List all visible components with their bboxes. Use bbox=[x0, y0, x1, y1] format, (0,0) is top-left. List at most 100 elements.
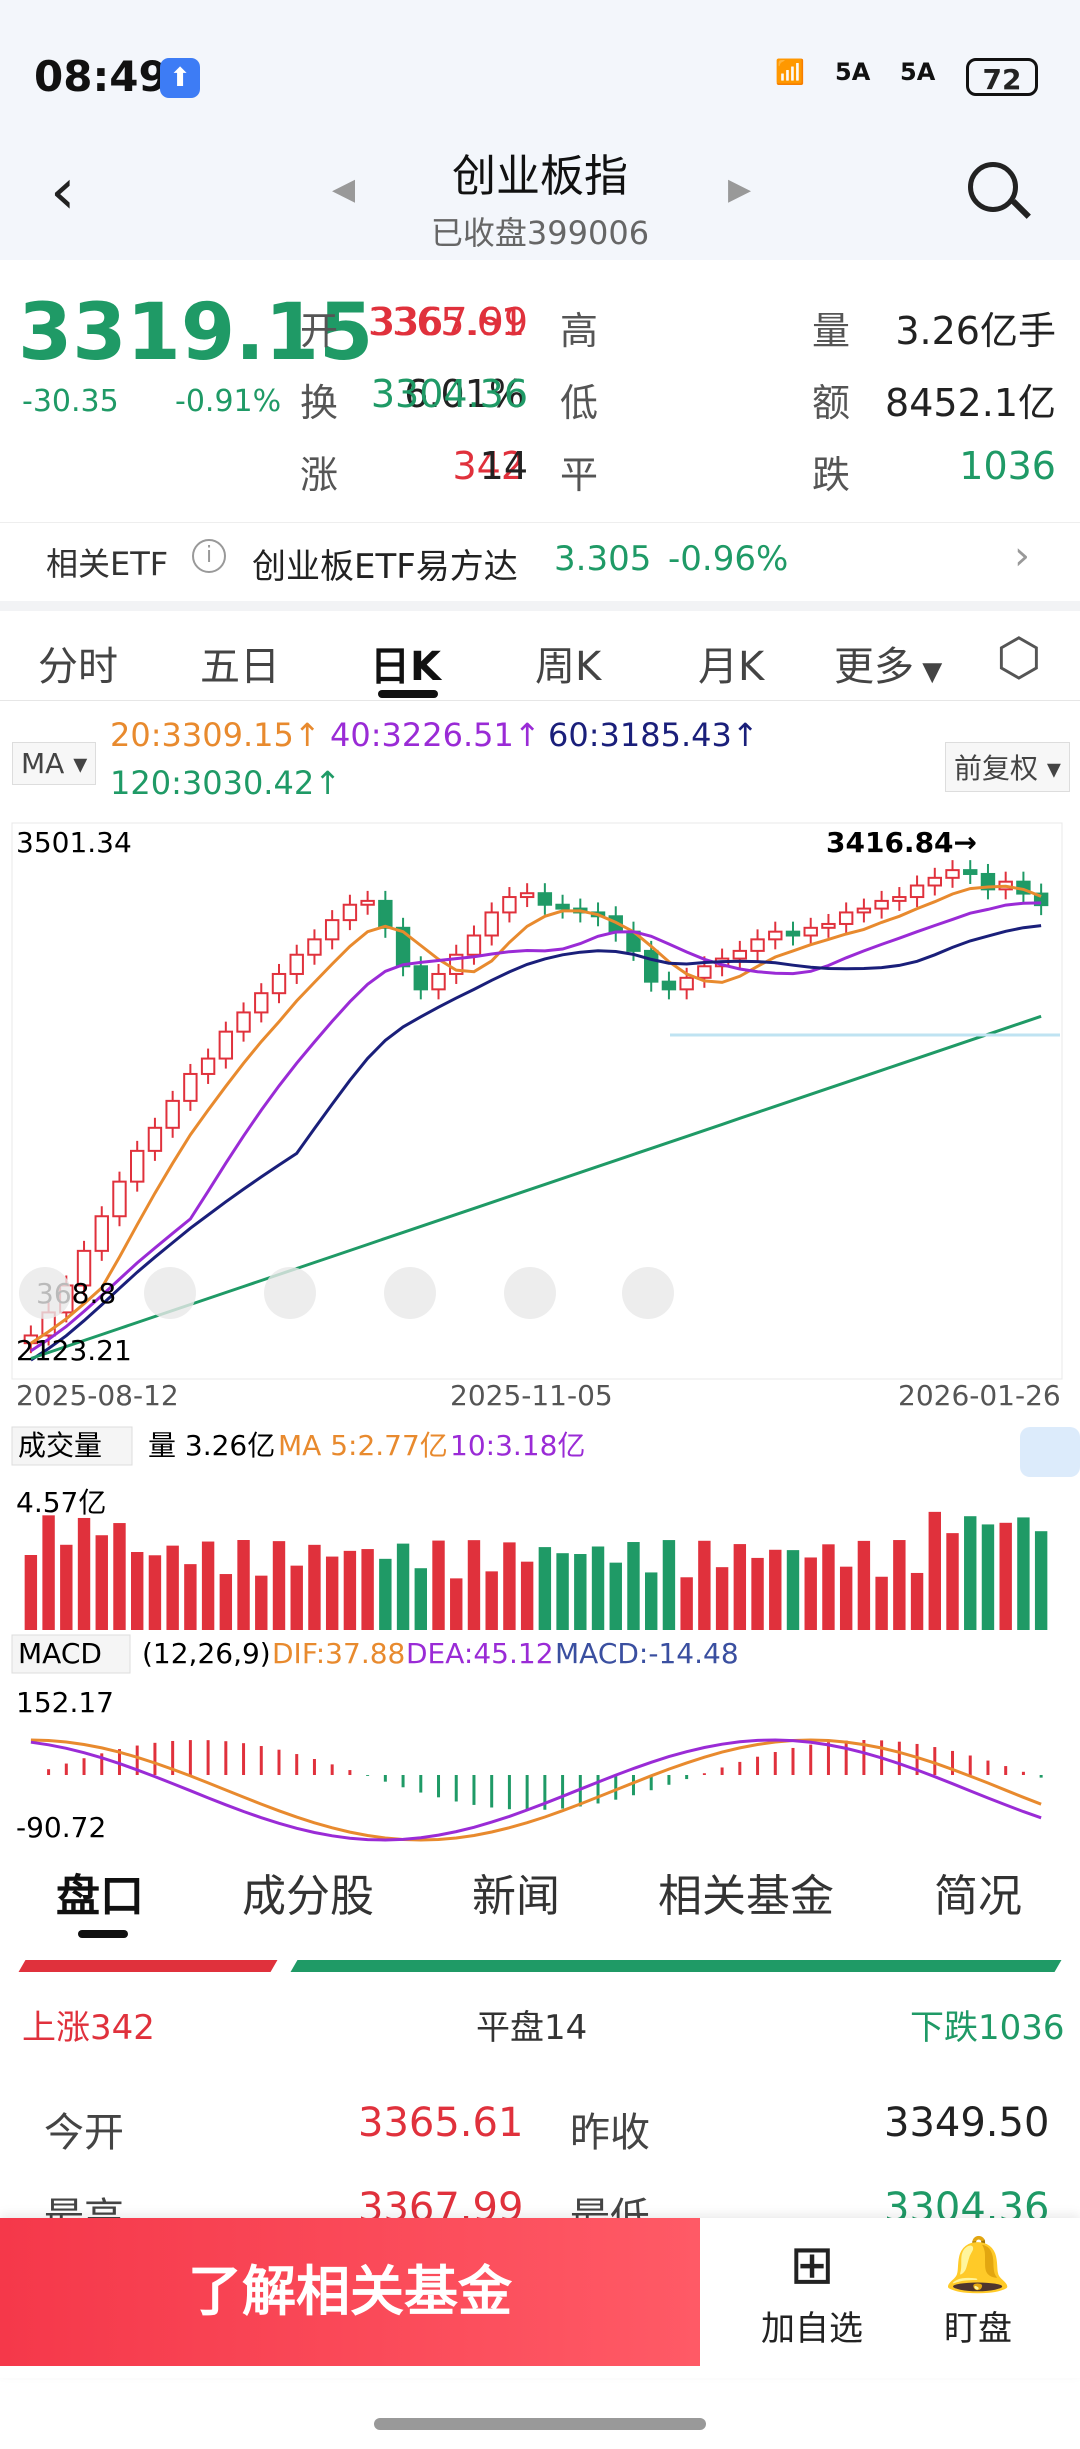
zoom-out-icon[interactable] bbox=[144, 1267, 196, 1319]
volume-bar bbox=[680, 1577, 693, 1630]
candle bbox=[307, 938, 322, 956]
volume-bars-group bbox=[24, 1511, 1048, 1630]
adjust-selector-label: 前复权 bbox=[954, 752, 1039, 785]
scroll-left-icon[interactable] bbox=[384, 1267, 436, 1319]
candle bbox=[856, 907, 872, 914]
volume-bar bbox=[24, 1555, 38, 1630]
ma120-line bbox=[30, 1014, 1042, 1360]
tab-handicap[interactable]: 盘口 bbox=[56, 1871, 144, 1922]
tab-related-funds[interactable]: 相关基金 bbox=[658, 1871, 834, 1922]
ma120-legend: 120:3030.42↑ bbox=[110, 764, 341, 802]
volume-bar bbox=[60, 1544, 73, 1630]
quote-label: 高 bbox=[560, 309, 599, 353]
candle bbox=[892, 896, 907, 902]
candle bbox=[750, 938, 765, 952]
candle bbox=[165, 1099, 180, 1129]
signal-icon-2: 5A bbox=[900, 58, 936, 86]
macd-dea: DEA:45.12 bbox=[406, 1637, 554, 1670]
settings-icon[interactable]: ⬡ bbox=[996, 628, 1042, 688]
candle bbox=[431, 972, 446, 991]
upload-icon: ⬆ bbox=[160, 58, 200, 98]
add-watchlist-button[interactable]: ⊞ 加自选 bbox=[742, 2235, 882, 2350]
collapse-icon[interactable] bbox=[1020, 1427, 1080, 1477]
date-end: 2026-01-26 bbox=[898, 1379, 1061, 1412]
signal-icon: 5A bbox=[835, 58, 871, 86]
tab-profile[interactable]: 简况 bbox=[934, 1871, 1022, 1922]
kline-chart[interactable]: 3501.34 2123.21 3416.84→ 368.8 2025-08-1… bbox=[0, 815, 1080, 1845]
macd-selector[interactable] bbox=[11, 1634, 131, 1674]
volume-bar bbox=[733, 1544, 747, 1630]
add-square-icon: ⊞ bbox=[789, 2233, 835, 2296]
volume-bar bbox=[698, 1540, 711, 1630]
bell-icon: 🔔 bbox=[944, 2233, 1012, 2296]
volume-bar bbox=[822, 1544, 835, 1630]
candle bbox=[76, 1249, 92, 1287]
prev-close-label: 昨收 bbox=[570, 2110, 650, 2156]
volume-bar bbox=[361, 1549, 374, 1630]
page-title: 创业板指 bbox=[452, 151, 628, 202]
zoom-in-icon[interactable] bbox=[264, 1267, 316, 1319]
volume-bar bbox=[875, 1576, 888, 1630]
candle bbox=[909, 884, 925, 899]
macd-dea-line bbox=[30, 1738, 1042, 1842]
learn-funds-button[interactable]: 了解相关基金 bbox=[0, 2218, 700, 2366]
volume-ma5: MA 5:2.77亿 bbox=[278, 1429, 448, 1462]
tab-more[interactable]: 更多 ▼ bbox=[834, 634, 942, 692]
ma-selector[interactable]: MA ▾ bbox=[12, 742, 97, 785]
volume-bar bbox=[237, 1540, 250, 1630]
macd-value: MACD:-14.48 bbox=[555, 1637, 739, 1670]
macd-max-label: 152.17 bbox=[16, 1686, 114, 1719]
quote-value: 6.01% bbox=[404, 372, 525, 416]
tab-weekly-k[interactable]: 周K bbox=[535, 644, 602, 690]
volume-bar bbox=[450, 1578, 463, 1630]
quote-label: 开 bbox=[300, 309, 339, 353]
volume-selector[interactable] bbox=[11, 1426, 133, 1466]
tab-daily-k[interactable]: 日K bbox=[370, 644, 441, 690]
watch-button[interactable]: 🔔 盯盘 bbox=[908, 2235, 1048, 2350]
candle bbox=[342, 903, 358, 922]
flat-count: 平盘14 bbox=[476, 2008, 588, 2048]
volume-bar bbox=[432, 1540, 445, 1630]
adjust-selector[interactable]: 前复权 ▾ bbox=[945, 742, 1070, 792]
candle bbox=[289, 953, 304, 975]
back-button[interactable]: ‹ bbox=[50, 155, 76, 229]
high-marker: 3416.84→ bbox=[826, 826, 977, 859]
volume-bar bbox=[1017, 1517, 1030, 1630]
candle bbox=[413, 965, 428, 991]
ma60-line bbox=[30, 924, 1042, 1362]
tab-constituents[interactable]: 成分股 bbox=[242, 1871, 374, 1922]
next-index-icon[interactable]: ▶ bbox=[728, 172, 752, 207]
tab-monthly-k[interactable]: 月K bbox=[698, 644, 765, 690]
volume-bar bbox=[255, 1575, 268, 1630]
volume-bar bbox=[662, 1540, 676, 1630]
quote-value: 3304.36 bbox=[370, 372, 528, 416]
related-etf-row[interactable]: 相关ETF i 创业板ETF易方达 3.305 -0.96% › bbox=[0, 522, 1080, 611]
page-title-box: 创业板指 已收盘399006 bbox=[290, 140, 790, 254]
tab-5day[interactable]: 五日 bbox=[200, 644, 280, 690]
volume-value: 量 3.26亿 bbox=[148, 1429, 275, 1462]
advance-count: 上涨342 bbox=[22, 2008, 155, 2048]
decline-bar bbox=[290, 1960, 1062, 1972]
candle bbox=[130, 1149, 145, 1183]
fullscreen-icon[interactable] bbox=[622, 1267, 674, 1319]
volume-bar bbox=[574, 1554, 587, 1630]
advance-bar bbox=[18, 1960, 278, 1972]
candle bbox=[732, 949, 748, 960]
candle bbox=[324, 919, 340, 941]
open-label: 今开 bbox=[44, 2110, 124, 2156]
search-icon[interactable] bbox=[968, 162, 1018, 212]
ma20-legend: 20:3309.15↑ bbox=[110, 716, 321, 754]
volume-bar bbox=[715, 1567, 729, 1630]
rewind-icon[interactable] bbox=[19, 1267, 71, 1319]
macd-min-label: -90.72 bbox=[16, 1811, 106, 1844]
candle bbox=[661, 980, 677, 991]
quote-value: 3365.61 bbox=[367, 300, 525, 344]
info-icon[interactable]: i bbox=[192, 539, 226, 573]
scroll-right-icon[interactable] bbox=[504, 1267, 556, 1319]
y-min-label: 2123.21 bbox=[16, 1334, 132, 1367]
tab-news[interactable]: 新闻 bbox=[472, 1871, 560, 1922]
prev-index-icon[interactable]: ◀ bbox=[332, 172, 356, 207]
tab-intraday[interactable]: 分时 bbox=[38, 644, 118, 690]
watch-label: 盯盘 bbox=[944, 2309, 1012, 2349]
volume-ma10: 10:3.18亿 bbox=[450, 1429, 585, 1462]
